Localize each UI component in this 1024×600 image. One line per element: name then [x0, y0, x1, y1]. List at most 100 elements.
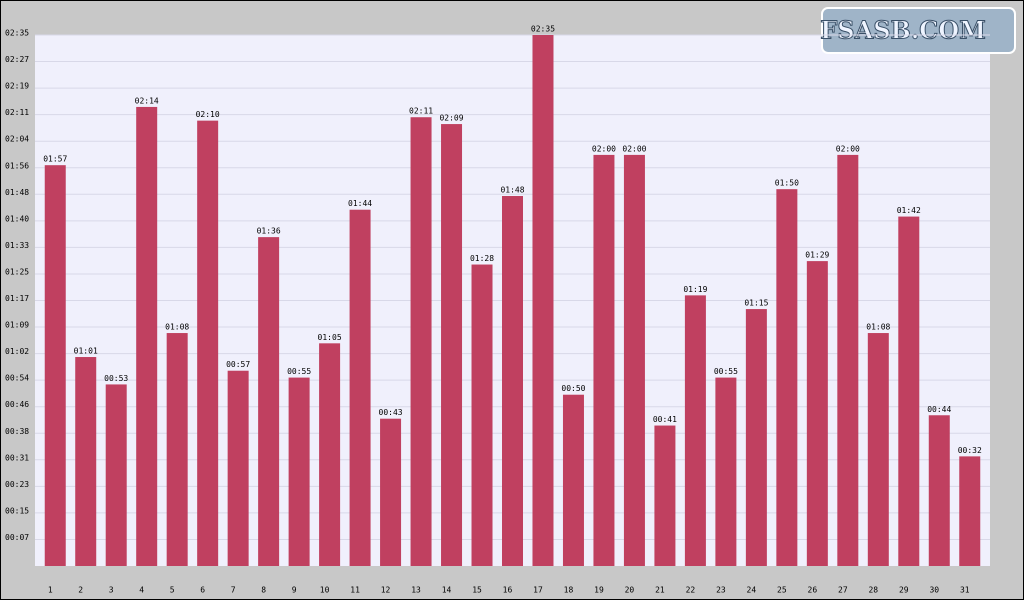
- value-label: 00:32: [958, 446, 982, 455]
- y-tick-label: 00:54: [5, 374, 29, 383]
- y-tick-label: 00:38: [5, 427, 29, 436]
- x-tick-label: 1: [48, 586, 53, 595]
- bar: [745, 309, 767, 566]
- y-tick-label: 00:31: [5, 453, 29, 462]
- bar: [532, 35, 554, 566]
- bar: [776, 189, 798, 566]
- value-label: 02:00: [622, 144, 646, 153]
- bar: [441, 124, 463, 566]
- x-tick-label: 27: [838, 586, 848, 595]
- y-tick-label: 00:23: [5, 480, 29, 489]
- bar: [349, 209, 371, 566]
- y-tick-label: 01:09: [5, 321, 29, 330]
- value-label: 00:55: [714, 367, 738, 376]
- value-label: 00:53: [104, 374, 128, 383]
- value-label: 01:57: [43, 155, 67, 164]
- y-tick-label: 01:33: [5, 241, 29, 250]
- value-label: 01:19: [683, 285, 707, 294]
- value-label: 00:55: [287, 367, 311, 376]
- value-label: 01:44: [348, 199, 372, 208]
- y-tick-label: 01:17: [5, 294, 29, 303]
- x-tick-label: 3: [109, 586, 114, 595]
- value-label: 00:50: [561, 384, 585, 393]
- y-tick-label: 01:48: [5, 188, 29, 197]
- x-tick-label: 20: [625, 586, 635, 595]
- y-tick-label: 02:27: [5, 55, 29, 64]
- bar: [44, 165, 66, 566]
- value-label: 01:50: [775, 179, 799, 188]
- bar: [928, 415, 950, 566]
- value-label: 02:11: [409, 107, 433, 116]
- value-label: 01:48: [500, 186, 524, 195]
- bar: [806, 261, 828, 566]
- x-tick-label: 8: [261, 586, 266, 595]
- x-tick-label: 4: [139, 586, 144, 595]
- value-label: 02:35: [531, 25, 555, 34]
- x-tick-label: 29: [899, 586, 909, 595]
- x-tick-label: 17: [533, 586, 543, 595]
- y-tick-label: 02:11: [5, 108, 29, 117]
- value-label: 02:00: [592, 144, 616, 153]
- x-tick-label: 15: [472, 586, 482, 595]
- x-tick-label: 23: [716, 586, 726, 595]
- x-tick-label: 5: [170, 586, 175, 595]
- logo-text: FSASB.COM: [820, 16, 986, 45]
- value-label: 01:28: [470, 254, 494, 263]
- y-tick-label: 02:35: [5, 29, 29, 38]
- bar: [502, 196, 523, 566]
- value-label: 02:10: [196, 110, 220, 119]
- value-label: 01:08: [866, 323, 890, 332]
- value-label: 00:43: [379, 408, 403, 417]
- bar: [654, 425, 676, 566]
- bar: [197, 120, 219, 566]
- y-tick-label: 01:56: [5, 161, 29, 170]
- y-tick-label: 01:02: [5, 347, 29, 356]
- logo-box: [821, 7, 1016, 54]
- x-tick-label: 24: [747, 586, 757, 595]
- y-tick-label: 00:07: [5, 533, 29, 542]
- bar: [623, 154, 645, 566]
- bar: [380, 418, 402, 566]
- bar: [75, 357, 97, 566]
- value-label: 01:42: [897, 206, 921, 215]
- logo: FSASB.COM: [820, 7, 1016, 54]
- bar: [959, 456, 981, 566]
- bar: [898, 216, 920, 566]
- bar: [410, 117, 432, 566]
- value-label: 01:29: [805, 251, 829, 260]
- bar: [562, 394, 584, 566]
- bar: [867, 333, 889, 566]
- bar: [837, 154, 859, 566]
- y-tick-label: 01:40: [5, 214, 29, 223]
- bar: [227, 370, 249, 566]
- x-tick-label: 22: [686, 586, 696, 595]
- value-label: 01:01: [74, 347, 98, 356]
- bar: [593, 154, 615, 566]
- x-tick-label: 21: [655, 586, 665, 595]
- value-label: 00:44: [927, 405, 951, 414]
- x-tick-label: 25: [777, 586, 787, 595]
- y-tick-label: 00:15: [5, 506, 29, 515]
- value-label: 01:08: [165, 323, 189, 332]
- x-tick-label: 30: [929, 586, 939, 595]
- x-tick-label: 7: [231, 586, 236, 595]
- bar: [471, 264, 493, 566]
- x-tick-label: 19: [594, 586, 604, 595]
- value-label: 01:05: [318, 333, 342, 342]
- value-label: 01:15: [744, 299, 768, 308]
- y-tick-label: 00:46: [5, 400, 29, 409]
- x-tick-label: 6: [200, 586, 205, 595]
- bar: [715, 377, 737, 566]
- x-tick-label: 16: [503, 586, 513, 595]
- y-tick-label: 02:19: [5, 82, 29, 91]
- bar: [136, 106, 158, 567]
- x-tick-label: 26: [808, 586, 818, 595]
- x-tick-label: 2: [78, 586, 83, 595]
- bar: [319, 343, 341, 566]
- value-label: 01:36: [257, 227, 281, 236]
- value-label: 02:14: [135, 96, 159, 105]
- value-label: 02:09: [439, 114, 463, 123]
- bar: [258, 237, 280, 567]
